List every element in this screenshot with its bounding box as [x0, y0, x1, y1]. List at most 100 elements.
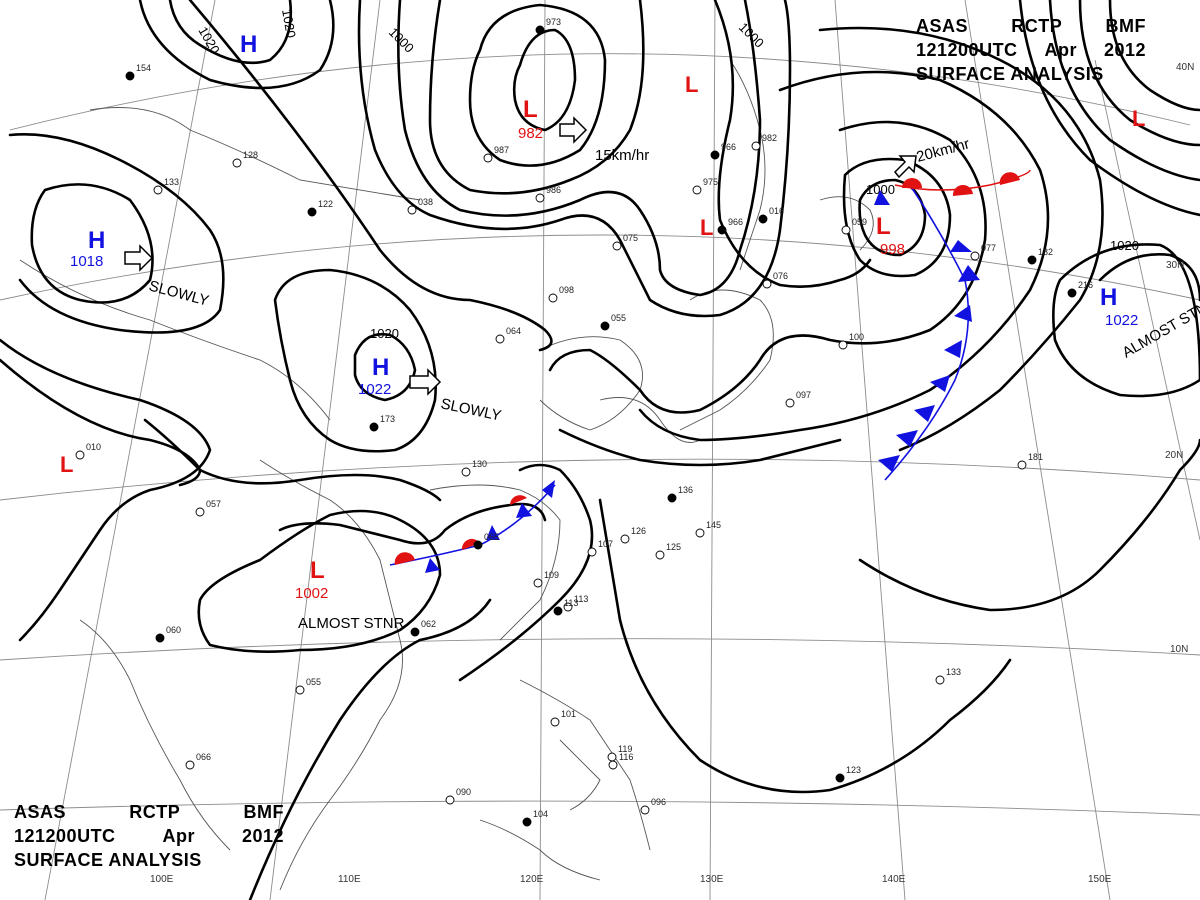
station-pressure-value: 055: [306, 677, 321, 687]
station-pressure-value: 975: [703, 177, 718, 187]
high-center-symbol: H: [240, 31, 257, 58]
station-circle: [970, 251, 980, 261]
station-circle: [762, 279, 772, 289]
title-word: 2012: [241, 826, 284, 846]
station-circle: [563, 602, 573, 612]
station-circle: [838, 340, 848, 350]
station-pressure-value: 173: [380, 414, 395, 424]
station-pressure-value: 133: [946, 667, 961, 677]
station-pressure-value: 060: [166, 625, 181, 635]
station-circle: [550, 717, 560, 727]
station-pressure-value: 181: [1028, 452, 1043, 462]
title-word: Apr: [1044, 40, 1077, 60]
station-circle: [125, 71, 135, 81]
station-pressure-value: 182: [1038, 247, 1053, 257]
station-circle: [640, 805, 650, 815]
coastlines: [19, 59, 874, 891]
station-circle: [185, 760, 195, 770]
low-center-symbol: L: [310, 557, 325, 584]
station-pressure-value: 987: [494, 145, 509, 155]
station-pressure-value: 096: [651, 797, 666, 807]
station-circle: [1017, 460, 1027, 470]
station-plots: 154 133 038 122 010 057 060 066 090 104 096 113 065 1…: [75, 17, 1093, 827]
station-pressure-value: 066: [196, 752, 211, 762]
longitude-label: 150E: [1088, 874, 1112, 885]
station-circle: [935, 675, 945, 685]
station-circle: [295, 685, 305, 695]
station-pressure-value: 057: [206, 499, 221, 509]
station-pressure-value: 098: [559, 285, 574, 295]
station-circle: [1027, 255, 1037, 265]
station-circle: [1067, 288, 1077, 298]
station-pressure-value: 113: [574, 594, 588, 604]
isobar-label: 1020: [279, 8, 299, 39]
low-center-value: 982: [518, 125, 543, 142]
station-pressure-value: 130: [472, 459, 487, 469]
station-circle: [751, 141, 761, 151]
station-circle: [655, 550, 665, 560]
station-pressure-value: 062: [421, 619, 436, 629]
latitude-label: 20N: [1165, 450, 1183, 461]
station-circle: [445, 795, 455, 805]
high-center-symbol: H: [372, 354, 389, 381]
front-south-china: [389, 480, 556, 573]
station-pressure-value: 075: [623, 233, 638, 243]
station-pressure-value: 119: [618, 744, 632, 754]
station-circle: [548, 293, 558, 303]
station-pressure-value: 133: [164, 177, 179, 187]
station-circle: [692, 185, 702, 195]
latitude-label: 10N: [1170, 644, 1188, 655]
station-pressure-value: 966: [721, 142, 736, 152]
station-pressure-value: 128: [243, 150, 258, 160]
low-center-symbol: L: [523, 96, 538, 123]
station-pressure-value: 154: [136, 63, 151, 73]
station-circle: [608, 760, 618, 770]
title-word: BMF: [243, 802, 284, 822]
station-circle: [612, 241, 622, 251]
station-circle: [607, 752, 617, 762]
station-circle: [533, 578, 543, 588]
station-circle: [841, 225, 851, 235]
station-pressure-value: 065: [484, 532, 499, 542]
station-pressure-value: 113: [564, 598, 578, 608]
motion-arrows: [124, 116, 917, 396]
title-word: RCTP: [129, 802, 181, 822]
station-pressure-value: 090: [456, 787, 471, 797]
station-pressure-value: 986: [546, 185, 561, 195]
station-pressure-value: 038: [418, 197, 433, 207]
station-pressure-value: 016: [769, 206, 784, 216]
station-pressure-value: 122: [318, 199, 333, 209]
station-circle: [410, 627, 420, 637]
low-center-value: 1002: [295, 585, 328, 602]
station-pressure-value: 101: [561, 709, 576, 719]
station-circle: [153, 185, 163, 195]
low-center-value: 998: [880, 241, 905, 258]
station-circle: [535, 25, 545, 35]
station-circle: [522, 817, 532, 827]
station-circle: [587, 547, 597, 557]
low-center-symbol: L: [1132, 106, 1145, 131]
title-subtitle: SURFACE ANALYSIS: [916, 64, 1104, 84]
high-center-value: 1022: [358, 381, 391, 398]
title-word: 121200UTC: [14, 826, 116, 846]
title-word: ASAS: [14, 802, 67, 822]
isobar-label: 1020: [1110, 238, 1139, 253]
station-circle: [307, 207, 317, 217]
station-circle: [369, 422, 379, 432]
station-pressure-value: 973: [546, 17, 561, 27]
station-pressure-value: 136: [678, 485, 693, 495]
low-center-symbol: L: [685, 72, 698, 97]
motion-label: ALMOST STNR: [298, 615, 405, 632]
station-circle: [717, 225, 727, 235]
station-pressure-value: 010: [86, 442, 101, 452]
isobar-label: 1000: [866, 182, 895, 197]
isobar-label: 1020: [370, 326, 399, 341]
title-word: Apr: [162, 826, 195, 846]
longitude-label: 100E: [150, 874, 174, 885]
station-circle: [75, 450, 85, 460]
station-pressure-value: 076: [773, 271, 788, 281]
station-circle: [461, 467, 471, 477]
longitude-label: 130E: [700, 874, 724, 885]
longitude-label: 140E: [882, 874, 906, 885]
